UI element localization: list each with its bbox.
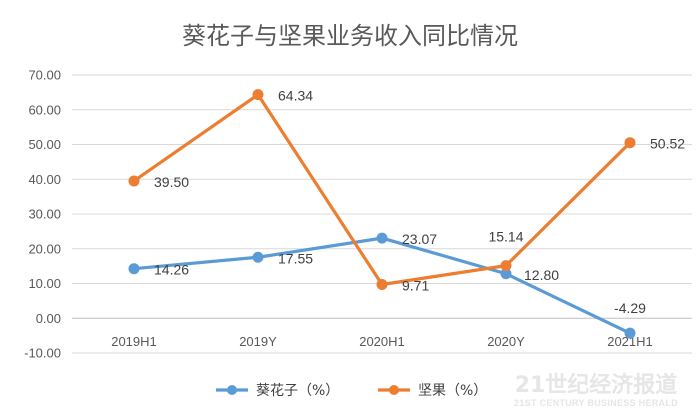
data-label: 17.55: [278, 250, 313, 266]
data-point: [624, 327, 636, 339]
y-tick-label: 20.00: [28, 241, 61, 256]
data-point: [128, 263, 140, 275]
y-tick-label: -10.00: [24, 346, 61, 361]
data-label: 50.52: [650, 136, 685, 152]
y-tick-label: 60.00: [28, 102, 61, 117]
y-tick-label: 0.00: [36, 311, 61, 326]
legend-label: 坚果（%）: [418, 383, 487, 399]
data-label: 12.80: [524, 267, 559, 283]
legend-marker: [227, 385, 237, 395]
data-labels: 14.26 17.55 23.07 12.80 -4.29 39.50 64.34 9.71 1…: [154, 88, 685, 316]
data-label: -4.29: [614, 300, 646, 316]
series-markers: [128, 89, 636, 339]
legend: 葵花子（%） 坚果（%）: [216, 383, 487, 399]
data-label: 23.07: [402, 231, 437, 247]
gridlines: [72, 74, 692, 354]
watermark: 21世纪经济报道 21ST CENTURY BUSINESS HERALD: [514, 372, 678, 408]
x-tick-label: 2019H1: [111, 334, 157, 349]
data-point: [624, 137, 636, 149]
data-point: [376, 279, 388, 291]
data-label: 39.50: [154, 174, 189, 190]
data-point: [128, 175, 140, 187]
watermark-main: 21世纪经济报道: [515, 372, 678, 398]
y-axis-ticks: 70.00 60.00 50.00 40.00 30.00 20.00 10.00 0.00 -…: [24, 68, 61, 361]
data-label: 15.14: [488, 229, 523, 245]
data-label: 14.26: [154, 262, 189, 278]
x-tick-label: 2019Y: [239, 334, 277, 349]
data-point: [252, 251, 264, 263]
legend-marker: [389, 385, 399, 395]
watermark-sub: 21ST CENTURY BUSINESS HERALD: [514, 398, 678, 408]
y-tick-label: 70.00: [28, 68, 61, 83]
data-point: [500, 260, 512, 272]
series-line: [132, 93, 632, 287]
x-tick-label: 2020H1: [359, 334, 405, 349]
data-label: 64.34: [278, 88, 313, 104]
data-point: [252, 89, 264, 101]
y-tick-label: 50.00: [28, 137, 61, 152]
x-axis-ticks: 2019H1 2019Y 2020H1 2020Y 2021H1: [111, 334, 653, 349]
x-tick-label: 2021H1: [607, 334, 653, 349]
y-tick-label: 40.00: [28, 172, 61, 187]
y-tick-label: 30.00: [28, 207, 61, 222]
x-tick-label: 2020Y: [487, 334, 525, 349]
legend-label: 葵花子（%）: [256, 383, 339, 399]
y-tick-label: 10.00: [28, 276, 61, 291]
data-label: 9.71: [402, 278, 429, 294]
data-point: [376, 232, 388, 244]
chart-title: 葵花子与坚果业务收入同比情况: [182, 22, 518, 50]
